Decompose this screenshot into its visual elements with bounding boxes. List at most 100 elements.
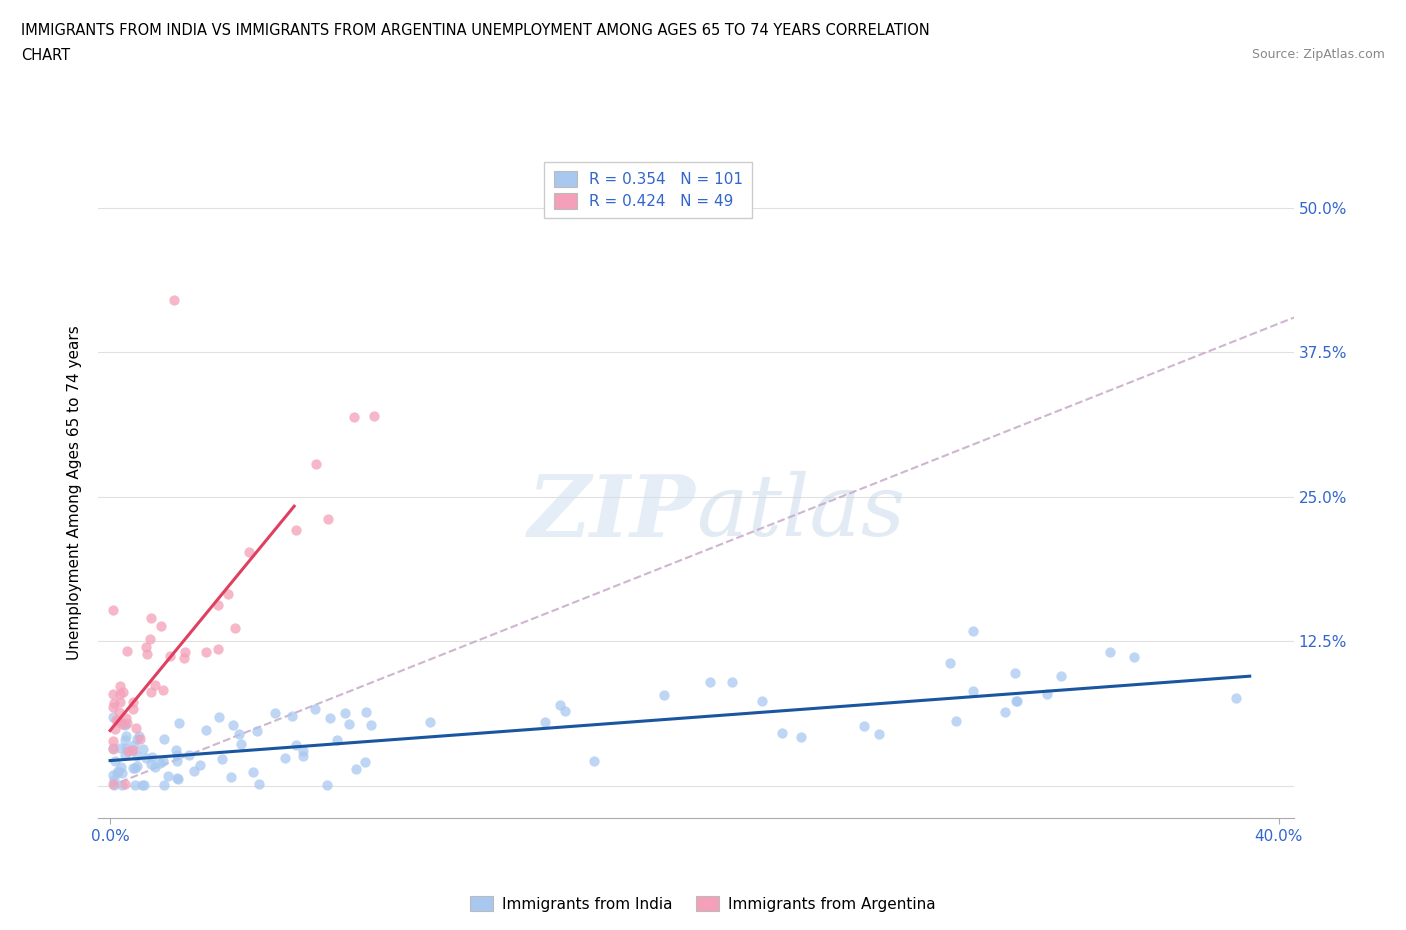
Point	[103, 696, 125, 711]
Point	[238, 544, 260, 559]
Point	[101, 700, 124, 715]
Point	[156, 768, 179, 783]
Point	[135, 646, 157, 661]
Point	[548, 698, 571, 712]
Point	[699, 674, 721, 689]
Point	[945, 714, 967, 729]
Point	[291, 744, 314, 759]
Point	[115, 711, 138, 725]
Point	[114, 732, 136, 747]
Point	[139, 684, 162, 699]
Point	[114, 777, 136, 791]
Y-axis label: Unemployment Among Ages 65 to 74 years: Unemployment Among Ages 65 to 74 years	[67, 326, 83, 660]
Point	[337, 716, 360, 731]
Point	[114, 717, 136, 732]
Point	[111, 765, 134, 780]
Point	[165, 743, 187, 758]
Point	[101, 734, 124, 749]
Point	[101, 742, 124, 757]
Point	[853, 719, 876, 734]
Point	[166, 748, 188, 763]
Point	[173, 644, 195, 659]
Point	[242, 764, 264, 779]
Point	[112, 716, 135, 731]
Point	[129, 732, 152, 747]
Text: atlas: atlas	[696, 472, 905, 553]
Point	[939, 656, 962, 671]
Point	[281, 709, 304, 724]
Point	[263, 705, 285, 720]
Point	[101, 602, 124, 617]
Point	[224, 620, 246, 635]
Text: ZIP: ZIP	[529, 471, 696, 554]
Point	[179, 748, 201, 763]
Point	[166, 771, 188, 786]
Point	[114, 748, 136, 763]
Point	[790, 730, 813, 745]
Point	[141, 750, 163, 764]
Point	[103, 773, 125, 788]
Point	[1098, 644, 1121, 659]
Point	[534, 714, 557, 729]
Point	[121, 695, 143, 710]
Point	[173, 650, 195, 665]
Point	[121, 743, 143, 758]
Point	[582, 753, 605, 768]
Point	[217, 586, 239, 601]
Point	[104, 722, 127, 737]
Point	[652, 687, 675, 702]
Point	[247, 777, 270, 791]
Point	[554, 703, 576, 718]
Point	[183, 764, 205, 778]
Point	[125, 721, 148, 736]
Point	[149, 756, 172, 771]
Point	[134, 777, 156, 792]
Text: IMMIGRANTS FROM INDIA VS IMMIGRANTS FROM ARGENTINA UNEMPLOYMENT AMONG AGES 65 TO: IMMIGRANTS FROM INDIA VS IMMIGRANTS FROM…	[21, 23, 929, 38]
Point	[122, 737, 145, 752]
Point	[770, 726, 793, 741]
Point	[153, 732, 176, 747]
Point	[110, 695, 132, 710]
Point	[107, 764, 129, 778]
Point	[103, 777, 125, 792]
Point	[124, 777, 146, 792]
Point	[111, 777, 134, 792]
Point	[141, 757, 163, 772]
Point	[195, 723, 218, 737]
Point	[354, 704, 377, 719]
Point	[354, 754, 377, 769]
Point	[419, 715, 441, 730]
Point	[131, 777, 153, 792]
Legend: R = 0.354   N = 101, R = 0.424   N = 49: R = 0.354 N = 101, R = 0.424 N = 49	[544, 162, 752, 219]
Point	[110, 687, 132, 702]
Point	[316, 512, 339, 526]
Point	[1225, 691, 1247, 706]
Point	[207, 597, 229, 612]
Point	[108, 705, 131, 720]
Point	[360, 718, 382, 733]
Point	[1036, 686, 1059, 701]
Point	[228, 727, 250, 742]
Point	[108, 740, 131, 755]
Point	[1050, 669, 1073, 684]
Point	[335, 705, 357, 720]
Point	[304, 702, 326, 717]
Point	[101, 767, 124, 782]
Point	[721, 674, 744, 689]
Point	[219, 769, 242, 784]
Point	[316, 777, 339, 792]
Point	[139, 631, 162, 646]
Point	[152, 777, 174, 792]
Point	[110, 760, 132, 775]
Point	[139, 610, 162, 625]
Point	[208, 710, 231, 724]
Point	[101, 687, 124, 702]
Point	[292, 749, 315, 764]
Point	[1004, 693, 1026, 708]
Point	[868, 726, 890, 741]
Point	[326, 732, 349, 747]
Point	[115, 740, 138, 755]
Point	[343, 409, 366, 424]
Point	[1005, 694, 1028, 709]
Point	[124, 761, 146, 776]
